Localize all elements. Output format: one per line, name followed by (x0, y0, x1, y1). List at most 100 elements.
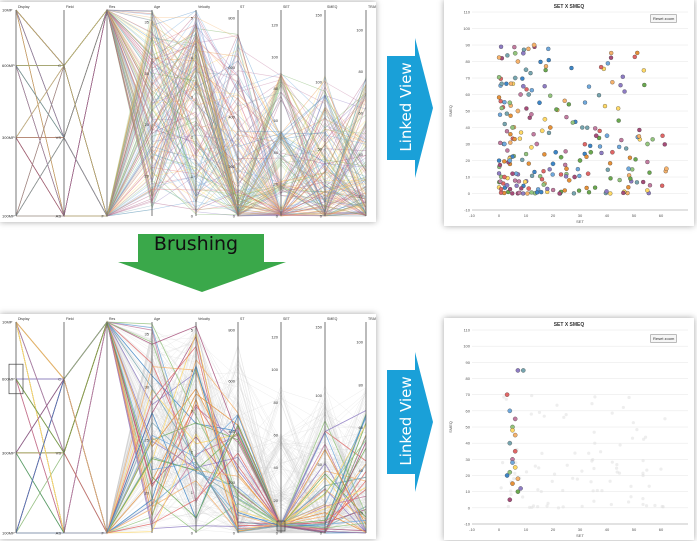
data-point[interactable] (518, 130, 524, 135)
data-point[interactable] (516, 179, 522, 184)
data-point[interactable] (550, 187, 556, 193)
data-point[interactable] (558, 172, 564, 177)
data-point[interactable] (537, 100, 542, 106)
data-point[interactable] (520, 191, 526, 196)
data-point[interactable] (630, 167, 635, 172)
data-point[interactable] (498, 186, 504, 192)
data-point[interactable] (496, 171, 502, 176)
data-point[interactable] (650, 137, 655, 142)
data-point[interactable] (562, 188, 567, 193)
data-point[interactable] (624, 146, 629, 151)
data-point[interactable] (580, 125, 585, 130)
data-point[interactable] (564, 114, 569, 120)
data-point[interactable] (609, 50, 614, 56)
data-point[interactable] (597, 144, 603, 149)
data-point[interactable] (529, 173, 535, 179)
data-point[interactable] (504, 129, 510, 134)
data-point[interactable] (526, 92, 531, 97)
data-point[interactable] (541, 169, 546, 174)
data-point[interactable] (577, 158, 583, 163)
data-point[interactable] (558, 154, 564, 160)
data-point[interactable] (496, 158, 502, 163)
data-point[interactable] (498, 179, 503, 184)
data-point[interactable] (541, 182, 546, 187)
reset-zoom-button[interactable]: Reset zoom (650, 334, 678, 343)
data-point[interactable] (605, 61, 611, 66)
data-point[interactable] (593, 133, 599, 138)
data-point[interactable] (508, 81, 514, 86)
data-point[interactable] (588, 143, 593, 148)
data-point[interactable] (521, 368, 526, 373)
data-point[interactable] (504, 81, 509, 86)
data-point[interactable] (523, 179, 528, 184)
data-point[interactable] (502, 121, 507, 127)
data-point[interactable] (521, 84, 526, 89)
data-point[interactable] (572, 174, 577, 180)
data-point[interactable] (526, 186, 531, 191)
data-point[interactable] (504, 111, 509, 116)
data-point[interactable] (610, 149, 615, 155)
data-point[interactable] (662, 142, 667, 147)
data-point[interactable] (584, 185, 589, 191)
data-point[interactable] (562, 98, 567, 103)
data-point[interactable] (510, 460, 515, 465)
data-point[interactable] (512, 178, 518, 183)
data-point[interactable] (507, 440, 513, 446)
data-point[interactable] (607, 161, 613, 166)
data-point[interactable] (534, 190, 540, 195)
data-point[interactable] (512, 432, 518, 438)
data-point[interactable] (512, 44, 517, 50)
data-point[interactable] (543, 64, 549, 69)
parallel-coordinates-plot-brushed[interactable]: Display Field Res Age Velocity ST SET SMEQ TRANS… (0, 314, 376, 539)
data-point[interactable] (647, 170, 652, 175)
data-point[interactable] (627, 155, 633, 160)
data-point[interactable] (498, 140, 503, 146)
data-point[interactable] (597, 128, 602, 134)
data-point[interactable] (532, 169, 537, 175)
data-point[interactable] (586, 84, 592, 89)
data-point[interactable] (582, 142, 587, 147)
brush-selection[interactable] (276, 520, 286, 532)
data-point[interactable] (550, 161, 556, 167)
data-point[interactable] (547, 167, 552, 172)
data-point[interactable] (512, 416, 518, 422)
data-point[interactable] (660, 133, 665, 138)
data-point[interactable] (598, 64, 604, 70)
data-point[interactable] (510, 481, 515, 486)
data-point[interactable] (546, 130, 552, 136)
data-point[interactable] (504, 182, 510, 188)
data-point[interactable] (512, 448, 518, 454)
data-point[interactable] (517, 190, 522, 195)
data-point[interactable] (563, 149, 568, 154)
data-point[interactable] (496, 75, 502, 80)
data-point[interactable] (498, 190, 504, 195)
parallel-coordinates-plot[interactable]: Display Field Res Age Velocity ST SET SMEQ TRANS… (0, 2, 376, 222)
data-point[interactable] (633, 157, 638, 162)
data-point[interactable] (502, 141, 507, 147)
data-point[interactable] (554, 107, 559, 112)
data-point[interactable] (523, 151, 529, 157)
data-point[interactable] (507, 408, 513, 414)
data-point[interactable] (546, 46, 551, 52)
data-point[interactable] (520, 157, 525, 163)
data-point[interactable] (531, 132, 536, 137)
data-point[interactable] (645, 159, 650, 165)
data-point[interactable] (526, 46, 531, 51)
data-point[interactable] (497, 112, 503, 117)
data-point[interactable] (660, 183, 665, 188)
data-point[interactable] (508, 140, 513, 145)
data-point[interactable] (604, 133, 610, 138)
data-point[interactable] (575, 167, 581, 172)
data-point[interactable] (550, 172, 555, 177)
data-point[interactable] (635, 50, 640, 56)
data-point[interactable] (546, 57, 551, 63)
data-point[interactable] (543, 67, 548, 73)
data-point[interactable] (515, 59, 521, 64)
data-point[interactable] (499, 81, 504, 86)
data-point[interactable] (504, 473, 510, 478)
data-point[interactable] (548, 93, 553, 98)
data-point[interactable] (529, 112, 534, 117)
data-point[interactable] (548, 125, 553, 130)
data-point[interactable] (507, 158, 513, 163)
